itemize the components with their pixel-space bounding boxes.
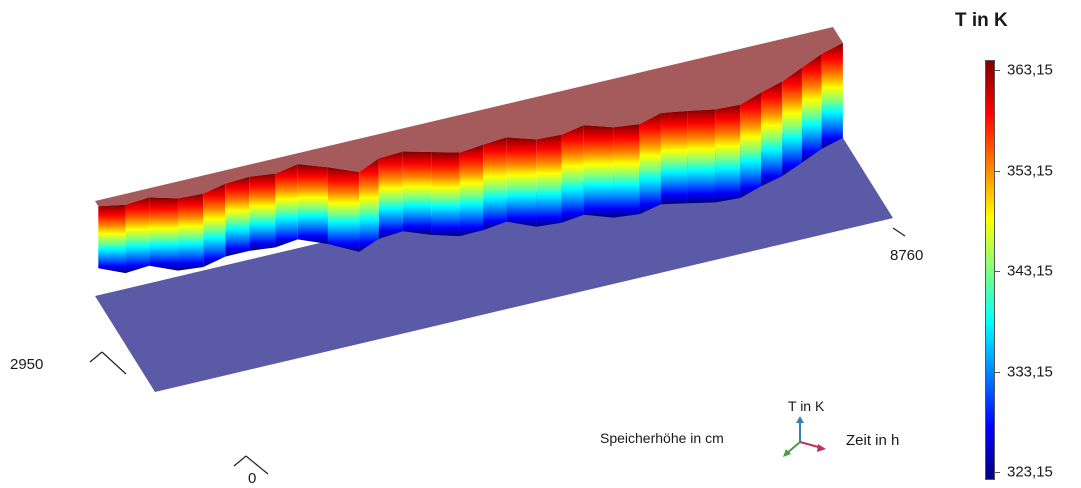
colorbar-tick-label: 343,15 [1007,262,1053,280]
axis-tick-marks [89,227,906,475]
height-max-tick-line [101,351,127,375]
axis-triad-icon [783,416,826,457]
height-max-tick [89,351,103,363]
temperature-front-segment [459,144,484,237]
colorbar-tick-label: 333,15 [1007,363,1053,380]
colorbar-tick-label: 353,15 [1007,162,1053,179]
temperature-front-segment [639,113,661,215]
value-axis-label: T in K [788,398,825,414]
temperature-front-segment [483,137,507,231]
time-axis-label: Zeit in h [846,432,900,449]
colorbar-tick-mark [995,70,1000,71]
colorbar-title: T in K [955,10,1008,31]
temperature-front-segment [660,110,688,205]
temperature-front-segment [761,81,783,187]
temperature-front-segment [149,197,179,271]
temperature-front-segment [378,151,403,239]
colorbar-tick-mark [995,371,1000,373]
height-axis-label: Speicherhöhe in cm [600,430,724,446]
temperature-front-segment [782,67,802,176]
time-max-tick [892,227,906,237]
temperature-front-segment [613,124,640,218]
origin-tick-line [245,455,269,475]
origin-tick-label: 0 [248,470,257,487]
temperature-front-segment [327,167,360,252]
height-tick-max-label: 2950 [10,356,44,373]
temperature-front-segment [740,92,761,199]
temperature-front-segment [506,137,537,227]
origin-tick [233,455,247,467]
temperature-front-segment [275,164,298,248]
temperature-front-segment [249,173,276,251]
temperature-front-segment [687,109,716,204]
colorbar-tick-mark [995,271,1000,272]
temperature-front-segment [561,125,584,223]
temperature-front-segment [297,164,328,245]
temperature-front-segment [178,193,204,271]
hot-plane [95,27,843,207]
temperature-front-segment [821,42,843,149]
temperature-front-segment [359,158,379,252]
temperature-front-segment [431,152,460,237]
temperature-front-segment [583,125,614,218]
colorbar-tick-label: 323,15 [1007,463,1053,481]
colorbar-tick-mark [995,472,1000,473]
colorbar-tick-label: 363,15 [1007,61,1053,79]
temperature-front-segment [715,104,741,203]
temperature-front-segment [125,197,150,274]
temperature-front-segment [225,176,250,257]
temperature-front-segment [402,151,432,235]
colorbar-tick-mark [995,170,1000,172]
temperature-front-segment [801,53,822,163]
time-tick-max-label: 8760 [890,247,924,264]
temperature-front-walls [98,42,843,274]
temperature-front-segment [98,204,126,274]
temperature-front-segment [203,183,226,267]
temperature-front-segment [536,134,562,227]
colorbar [985,60,995,480]
